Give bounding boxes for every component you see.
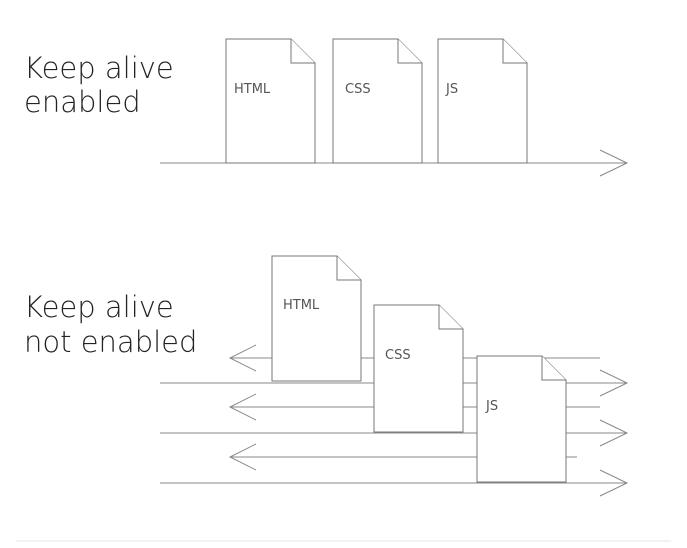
file-label-js: JS (485, 399, 498, 414)
file-label-js: JS (445, 82, 458, 97)
file-label-html: HTML (283, 298, 320, 313)
file-js-icon: JS (437, 38, 528, 164)
section-keep-alive-not-enabled: Keep alive not enabled (24, 255, 629, 497)
caption-not-enabled-line1: Keep alive (24, 290, 174, 324)
caption-enabled-line1: Keep alive (24, 51, 174, 85)
file-html-icon: HTML (271, 255, 362, 382)
file-label-html: HTML (234, 82, 271, 97)
file-label-css: CSS (385, 348, 411, 363)
file-label-css: CSS (345, 82, 371, 97)
request-arrow-3 (160, 469, 629, 497)
file-html-icon: HTML (225, 38, 316, 164)
caption-enabled-line2: enabled (24, 85, 141, 119)
file-css-icon: CSS (373, 304, 464, 433)
section-keep-alive-enabled: Keep alive enabled HTML CSS JS (24, 38, 629, 177)
file-js-icon: JS (476, 355, 567, 483)
file-css-icon: CSS (332, 38, 423, 164)
caption-not-enabled-line2: not enabled (24, 325, 197, 359)
